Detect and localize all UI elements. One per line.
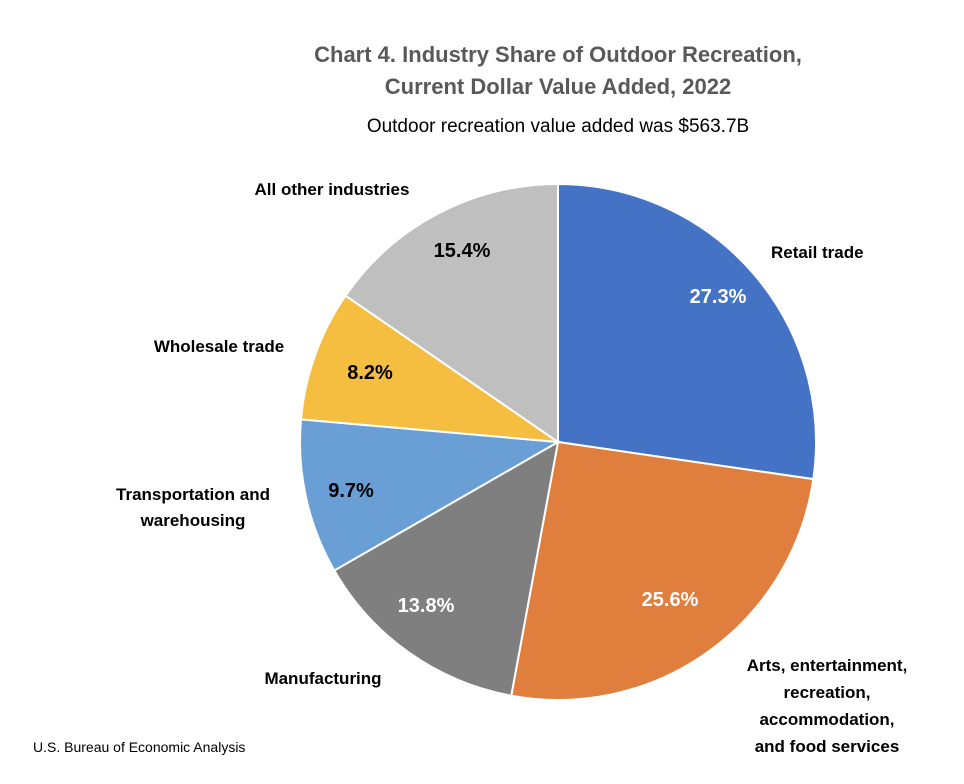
category-label-line: Wholesale trade	[154, 337, 284, 356]
pie-slice-3	[299, 418, 562, 572]
value-label-2: 13.8%	[398, 595, 455, 617]
category-label-line: All other industries	[255, 180, 410, 199]
value-label-4: 8.2%	[347, 362, 393, 384]
category-label-line: and food services	[755, 737, 900, 756]
category-label-line: Transportation and	[116, 485, 270, 504]
pie-slice-0	[557, 182, 817, 481]
pie-category-labels: Retail trade Arts, entertainment, recreati…	[116, 180, 907, 756]
pie-slice-1	[510, 440, 815, 701]
pie-value-labels: 27.3% 25.6% 13.8% 9.7% 8.2% 15.4%	[328, 240, 746, 617]
category-label-line: recreation,	[784, 683, 871, 702]
pie-slice-5	[344, 182, 559, 444]
category-label-5: All other industries	[255, 180, 410, 199]
category-label-line: warehousing	[140, 511, 246, 530]
category-label-0: Retail trade	[771, 243, 864, 262]
category-label-line: Manufacturing	[264, 669, 381, 688]
pie-slice-4	[299, 294, 562, 444]
chart-title-line2: Current Dollar Value Added, 2022	[385, 74, 731, 99]
value-label-0: 27.3%	[690, 286, 747, 308]
source-note: U.S. Bureau of Economic Analysis	[33, 739, 245, 755]
value-label-5: 15.4%	[434, 240, 491, 262]
pie-slices	[299, 182, 817, 701]
category-label-line: Arts, entertainment,	[747, 656, 908, 675]
category-label-line: accommodation,	[759, 710, 894, 729]
chart-subtitle: Outdoor recreation value added was $563.…	[367, 116, 749, 137]
value-label-1: 25.6%	[642, 589, 699, 611]
category-label-line: Retail trade	[771, 243, 864, 262]
category-label-4: Wholesale trade	[154, 337, 284, 356]
value-label-3: 9.7%	[328, 480, 374, 502]
chart-title: Chart 4. Industry Share of Outdoor Recre…	[314, 42, 802, 67]
category-label-2: Manufacturing	[264, 669, 381, 688]
category-label-1: Arts, entertainment, recreation, accommoda…	[747, 656, 908, 756]
pie-slice-2	[332, 440, 560, 697]
category-label-3: Transportation and warehousing	[116, 485, 270, 530]
